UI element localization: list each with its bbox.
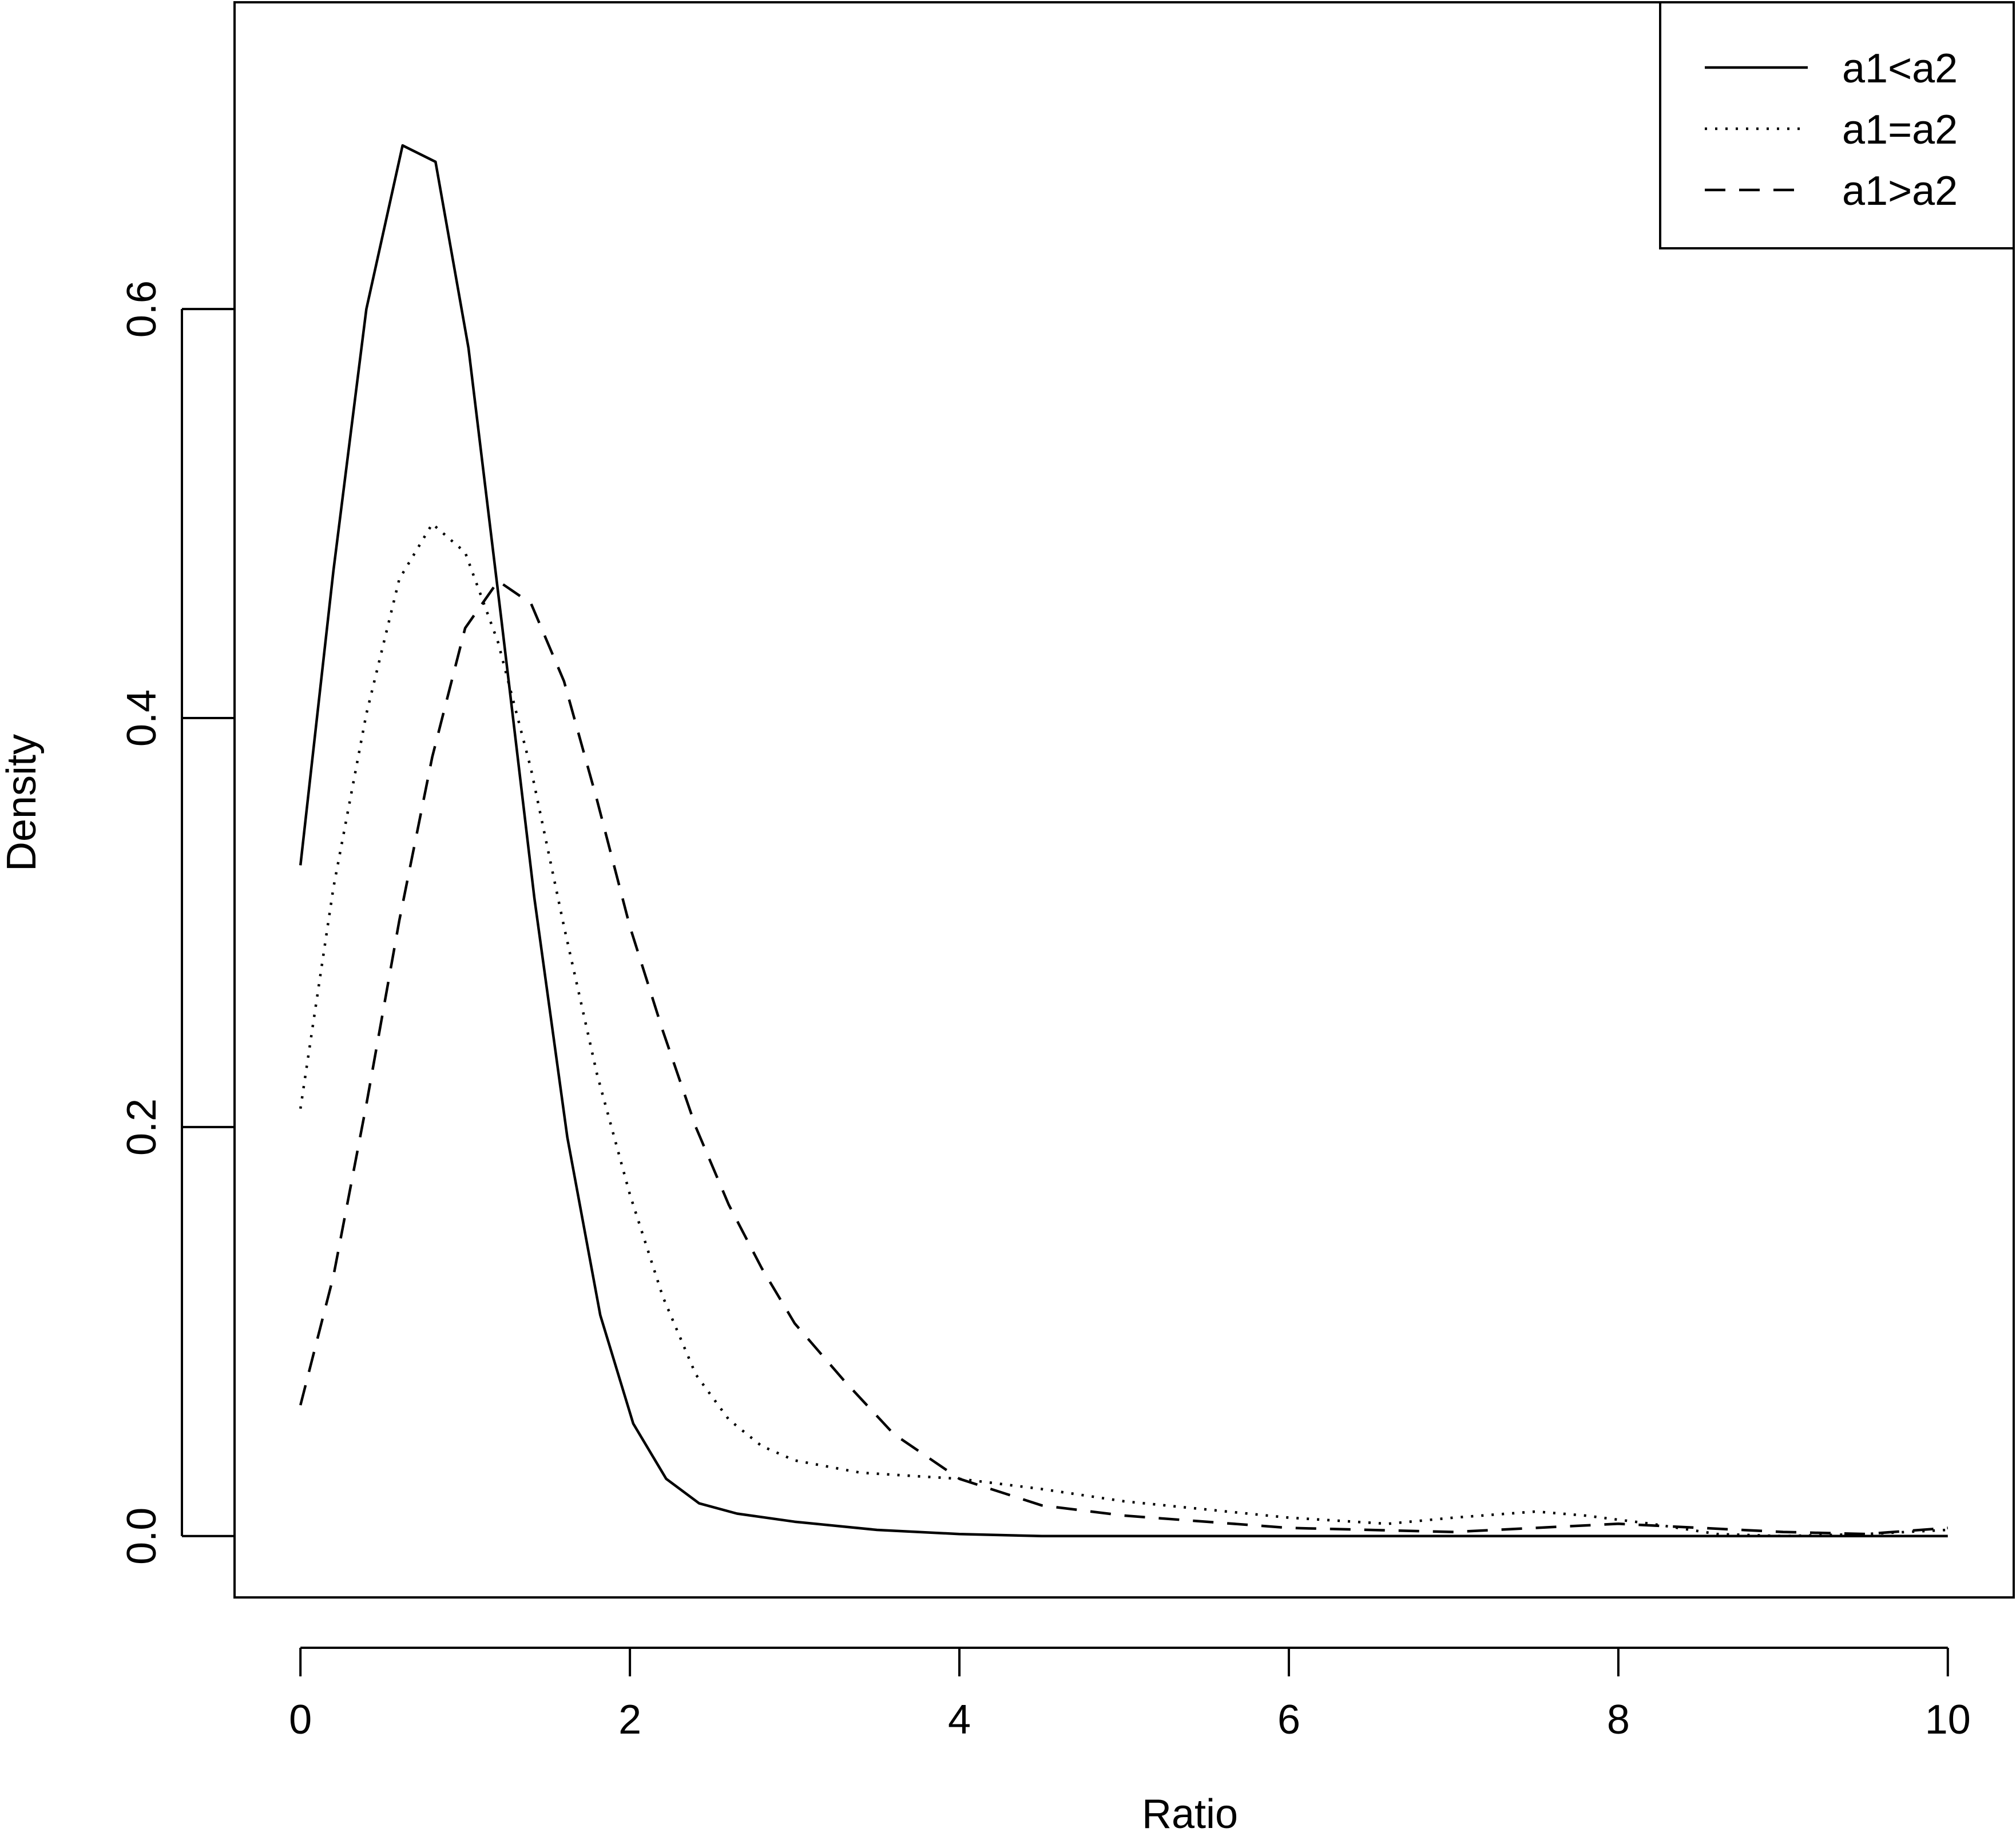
x-tick-label: 10 [1925,1697,1971,1743]
series-layer [299,144,1948,1538]
x-axis: 0 2 4 6 8 10 [289,1647,1971,1743]
y-tick-label: 0.0 [119,1508,165,1565]
plot-frame [233,1,2015,1599]
x-tick-label: 2 [618,1697,641,1743]
legend-label-3: a1>a2 [1842,168,1958,214]
x-tick-label: 4 [948,1697,971,1743]
y-axis: 0.0 0.2 0.4 0.6 [119,280,235,1565]
series-line-3 [299,580,1948,1536]
series-line-1 [299,144,1948,1538]
x-tick-label: 0 [289,1697,312,1743]
legend-label-1: a1<a2 [1842,46,1958,92]
x-tick-label: 6 [1277,1697,1300,1743]
series-line-2 [299,522,1948,1538]
y-axis-label: Density [0,734,45,871]
x-tick-label: 8 [1607,1697,1630,1743]
y-tick-label: 0.6 [119,280,165,338]
legend: a1<a2 a1=a2 a1>a2 [1659,1,2015,249]
legend-label-2: a1=a2 [1842,107,1958,153]
legend-box [1659,1,2015,249]
y-tick-label: 0.4 [119,689,165,747]
x-axis-label: Ratio [1142,1791,1238,1832]
y-tick-label: 0.2 [119,1099,165,1156]
